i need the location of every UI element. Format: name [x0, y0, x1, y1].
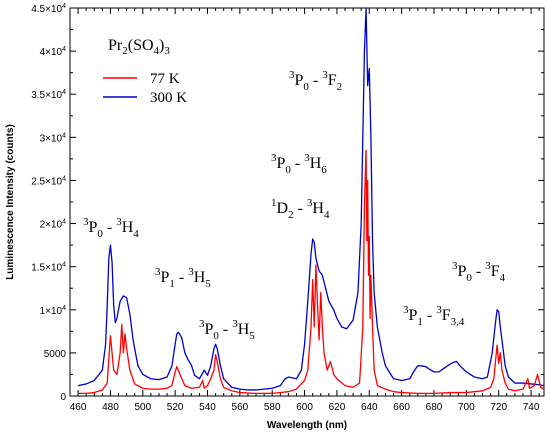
- series-line-300k: [77, 7, 545, 391]
- x-tick-label: 600: [296, 402, 313, 413]
- y-tick-labels: 0 5000 1×104 1.5×104 2×104 2.5×104 3×104 3.5×10…: [31, 3, 66, 403]
- transition-annotations: 3P0 - 3F2 3P0 - 3H6 1D2 - 3H4 3P0 - 3H4 3P1 …: [83, 69, 506, 342]
- annotation-3p0-3h6: 3P0 - 3H6: [271, 152, 327, 176]
- annotation-3p1-3f34: 3P1 - 3F3,4: [403, 304, 465, 328]
- y-tick-label: 1×104: [40, 305, 67, 317]
- x-tick-label: 460: [70, 402, 87, 413]
- y-tick-label: 3×104: [40, 132, 67, 144]
- x-tick-label: 700: [458, 402, 475, 413]
- x-axis-label: Wavelength (nm): [267, 420, 347, 431]
- x-tick-label: 640: [361, 402, 378, 413]
- y-tick-label: 2×104: [40, 219, 67, 231]
- y-tick-label: 4.5×104: [31, 3, 66, 15]
- annotation-1d2-3h4: 1D2 - 3H4: [271, 197, 330, 221]
- x-tick-label: 500: [134, 402, 151, 413]
- annotation-3p0-3f4: 3P0 - 3F4: [452, 260, 506, 284]
- y-tick-label: 3.5×104: [31, 89, 66, 101]
- legend: Pr2(SO4)3 77 K 300 K: [103, 37, 187, 106]
- y-axis-label: Luminescence Intensity (counts): [5, 124, 16, 280]
- annotation-3p0-3f2: 3P0 - 3F2: [289, 69, 342, 93]
- x-tick-label: 480: [102, 402, 119, 413]
- annotation-3p0-3h4: 3P0 - 3H4: [83, 216, 139, 240]
- x-tick-label: 740: [523, 402, 540, 413]
- y-tick-label: 2.5×104: [31, 175, 66, 187]
- legend-title: Pr2(SO4)3: [108, 37, 170, 57]
- axis-ticks: [70, 7, 544, 397]
- series-layer: [77, 7, 545, 395]
- x-tick-label: 620: [329, 402, 346, 413]
- x-tick-label: 540: [199, 402, 216, 413]
- x-tick-label: 660: [393, 402, 410, 413]
- annotation-3p0-3h5: 3P0 - 3H5: [199, 318, 255, 342]
- x-tick-labels: 460 480 500 520 540 560 580 600 620 640 660 680 700 7…: [70, 402, 540, 413]
- x-tick-label: 680: [426, 402, 443, 413]
- x-tick-label: 560: [232, 402, 249, 413]
- y-tick-label: 1.5×104: [31, 262, 66, 274]
- y-tick-label: 4×104: [40, 46, 67, 58]
- annotation-3p1-3h5: 3P1 - 3H5: [155, 266, 211, 290]
- y-tick-label: 0: [60, 392, 66, 403]
- x-tick-label: 580: [264, 402, 281, 413]
- y-tick-label: 5000: [44, 349, 67, 360]
- x-tick-label: 720: [490, 402, 507, 413]
- legend-label-300k: 300 K: [150, 90, 187, 106]
- x-tick-label: 520: [167, 402, 184, 413]
- series-line-77k: [78, 149, 545, 395]
- legend-label-77k: 77 K: [150, 71, 180, 87]
